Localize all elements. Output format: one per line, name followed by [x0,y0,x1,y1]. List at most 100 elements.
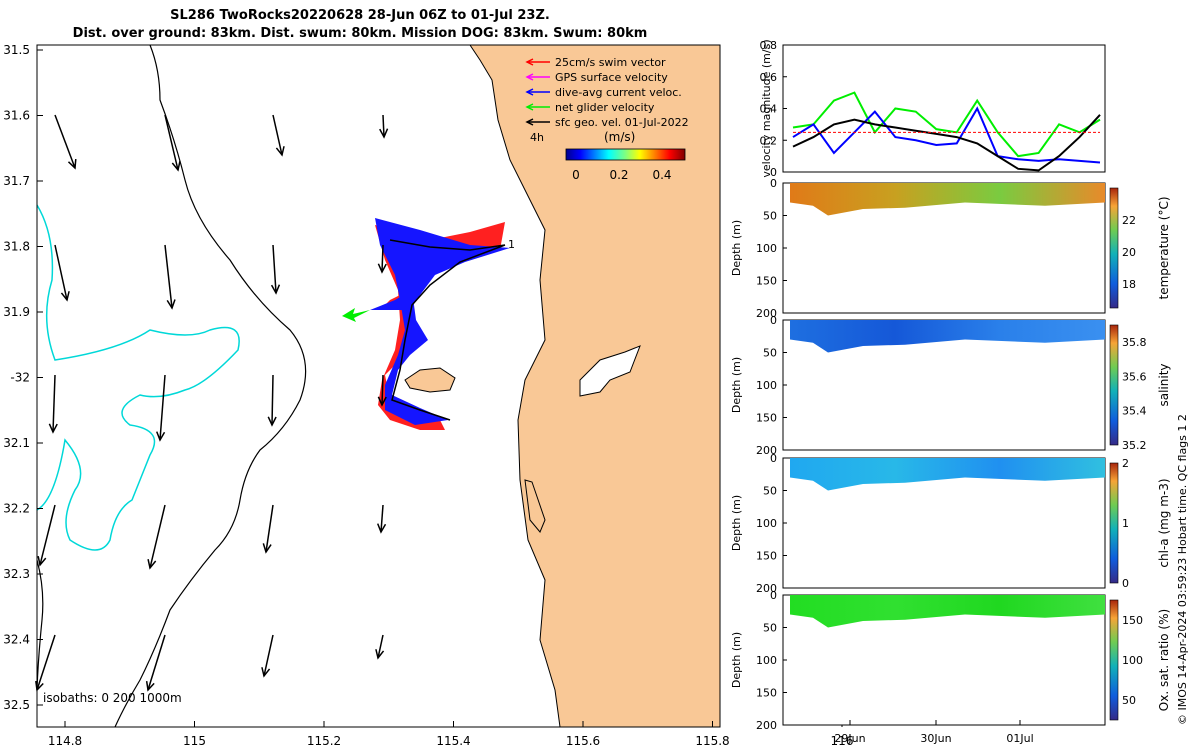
map-ytick-label: 32.2 [3,502,30,516]
legend-label: 25cm/s swim vector [555,56,666,69]
map-colorbar-tick: 0.4 [652,168,671,182]
depth-tick-label: 100 [756,242,777,255]
geo-velocity-arrow [380,504,384,533]
legend-arrow-head [525,118,534,126]
profile-colorbar [1109,599,1119,721]
depth-tick-label: 50 [763,485,777,498]
colorbar-tick-label: 150 [1122,614,1143,627]
geo-arrow-head [67,158,77,170]
map-ytick-label: 31.5 [3,43,30,57]
geo-velocity-arrow [36,634,56,691]
map-axes-frame [36,44,721,728]
map-ytick-label: 31.7 [3,174,30,188]
geo-velocity-arrow [272,244,277,294]
depth-ylabel: Depth (m) [730,495,743,551]
geo-velocity-arrow [381,374,384,406]
geo-arrow-head [37,556,47,567]
velocity-ytick-label: 0 [770,166,777,179]
net-velocity-arrow [342,308,370,322]
map-ytick-label: 32.5 [3,698,30,712]
map-ytick-label: 32.1 [3,436,30,450]
geo-arrow-head [379,128,389,139]
depth-ylabel: Depth (m) [730,632,743,688]
map-colorbar-tick: 0 [572,168,580,182]
velocity-series-line [792,106,1101,164]
depth-tick-label: 200 [756,444,777,457]
depth-tick-label: 200 [756,582,777,595]
track-end-marker: 1 [508,238,515,251]
depth-tick-label: 0 [770,314,777,327]
depth-tick-label: 150 [756,275,777,288]
sfc-geo-velocity-arrows [35,114,389,692]
depth-tick-label: 150 [756,687,777,700]
geo-velocity-arrow [147,634,166,691]
profile-data-patch [790,595,1105,628]
colorbar-tick-label: 0 [1122,577,1129,590]
isobath-200m [114,44,307,728]
geo-arrow-head [147,559,157,570]
depth-tick-label: 0 [770,589,777,602]
colorbar-label: salinity [1157,363,1171,406]
colorbar-tick-label: 35.2 [1122,439,1147,452]
depth-tick-label: 50 [763,210,777,223]
legend-label: GPS surface velocity [555,71,668,84]
map-ytick-label: 31.6 [3,109,30,123]
map-xtick-label: 115.8 [695,734,729,748]
geo-velocity-arrow [52,374,56,433]
time-tick-label: 01Jul [1006,732,1033,745]
geo-velocity-arrow [164,114,179,171]
map-xtick-label: 114.8 [48,734,82,748]
depth-tick-label: 50 [763,622,777,635]
colorbar-tick-label: 18 [1122,278,1136,291]
colorbar-tick-label: 35.6 [1122,370,1147,383]
geo-arrow-head [171,161,181,172]
isobath-1000m [36,559,44,691]
depth-tick-label: 150 [756,550,777,563]
geo-velocity-arrow [381,244,384,273]
geo-velocity-arrow [272,114,283,156]
map-ytick-label: -32 [10,371,30,385]
colorbar-tick-label: 100 [1122,654,1143,667]
colorbar-tick-label: 1 [1122,517,1129,530]
map-panel: 1 25cm/s swim vector GPS surface velocity… [3,43,853,748]
estuary [579,345,641,397]
depth-tick-label: 50 [763,347,777,360]
geo-arrow-head [48,423,58,434]
dive-avg-track [370,218,510,425]
geo-arrow-head [267,416,277,427]
geo-arrow-head [270,284,281,295]
map-xtick-label: 115.2 [307,734,341,748]
island-garden [524,479,546,533]
profile-colorbar [1109,187,1119,309]
map-xtick-label: 115 [183,734,206,748]
geo-arrow-head [145,680,155,692]
geo-arrow-head [166,299,176,310]
colorbar-label: Ox. sat. ratio (%) [1157,609,1171,711]
geo-arrow-head [262,543,272,554]
depth-tick-label: 0 [770,452,777,465]
geo-arrow-head [377,396,387,407]
geo-velocity-arrow [54,114,76,169]
copyright-text: © IMOS 14-Apr-2024 03:59:23 Hobart time.… [1176,414,1189,725]
colorbar-label: temperature (°C) [1157,197,1171,300]
velocity-series-line [792,114,1101,172]
velocity-axes [782,44,1106,173]
geo-velocity-arrow [382,114,385,138]
velocity-series-line [792,91,1101,158]
map-ytick-label: 32.3 [3,567,30,581]
map-legend: 25cm/s swim vector GPS surface velocity di… [525,56,689,129]
depth-tick-label: 100 [756,517,777,530]
colorbar-tick-label: 50 [1122,694,1136,707]
colorbar-tick-label: 22 [1122,214,1136,227]
geo-arrow-head [275,146,285,157]
geo-arrow-head [60,291,70,302]
depth-ylabel: Depth (m) [730,220,743,276]
island-rottnest [404,367,456,393]
profile-colorbar [1109,462,1119,584]
colorbar-tick-label: 35.4 [1122,405,1147,418]
geo-velocity-arrow [263,634,274,677]
depth-tick-label: 100 [756,379,777,392]
isobath-0m [36,204,240,551]
